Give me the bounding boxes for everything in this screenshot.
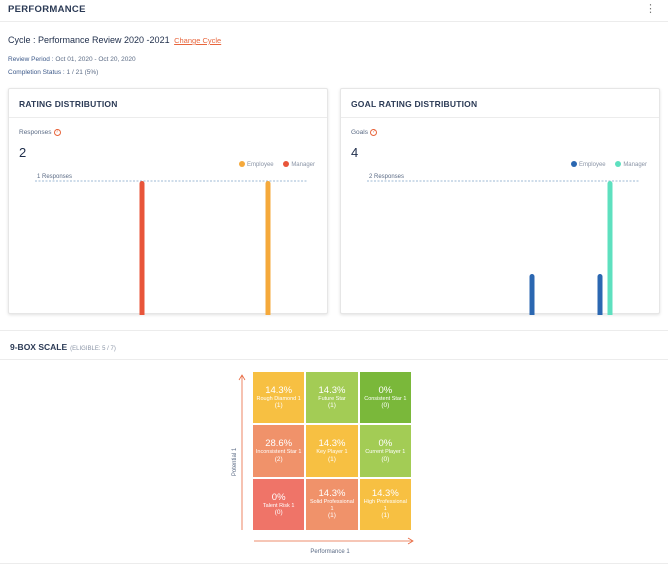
ninebox-cell-count: (1): [328, 455, 336, 463]
bar-manager[interactable]: [607, 181, 613, 315]
legend-manager-dot: [283, 161, 290, 167]
rating-distribution-title: RATING DISTRIBUTION: [19, 99, 118, 109]
ninebox-cell[interactable]: 14.3% High Professional 1 (1): [358, 477, 412, 531]
responses-label-text: Responses: [19, 129, 52, 137]
reference-line-label: 1 Responses: [37, 174, 72, 180]
ninebox-cell-count: (1): [328, 402, 336, 410]
legend-employee-dot: [238, 161, 245, 167]
card-divider: [9, 117, 327, 118]
ninebox-cell-count: (0): [381, 455, 390, 463]
review-period: Review Period : Oct 01, 2020 - Oct 20, 2…: [8, 56, 136, 63]
goal-rating-distribution-chart: 2 Responses0 - 1.02.0 - 3.03.0 - 4.04.0 …: [367, 174, 639, 315]
ninebox-cell-name: Inconsistent Star 1: [255, 449, 302, 456]
ninebox-cell-count: (2): [274, 455, 283, 463]
completion-status: Completion Status : 1 / 21 (5%): [8, 69, 98, 76]
ninebox-cell-name: Key Player 1: [316, 449, 348, 456]
ninebox-cell-percent: 14.3%: [318, 384, 346, 396]
legend-manager: Manager: [283, 161, 315, 168]
legend-manager: Manager: [615, 161, 647, 168]
ninebox-cell[interactable]: 14.3% Rough Diamond 1 (1): [252, 371, 306, 425]
responses-label: Responses?: [19, 129, 61, 136]
legend-employee-label: Employee: [578, 161, 606, 168]
completion-status-key: Completion Status :: [8, 69, 65, 76]
ninebox-title-text: 9-BOX SCALE: [10, 342, 68, 352]
ninebox-grid: 14.3% Rough Diamond 1 (1) 14.3% Future Star(…: [252, 371, 412, 531]
performance-axis: Performance 1: [254, 537, 414, 555]
bar-manager[interactable]: [139, 181, 145, 315]
goal-legend: Employee Manager: [563, 161, 647, 168]
page-header: PERFORMANCE ⋮: [0, 0, 668, 22]
ninebox-header: 9-BOX SCALE (ELIGIBLE: 5 / 7): [0, 330, 668, 360]
bar-employee[interactable]: [265, 181, 271, 315]
rating-distribution-chart: 1 Responses0 - 1.02.0 - 3.03.0 - 4.04.0 …: [35, 174, 307, 315]
ninebox-cell-percent: 28.6%: [265, 438, 293, 450]
performance-axis-label: Performance 1: [310, 549, 350, 555]
ninebox-cell-count: (1): [381, 512, 390, 520]
potential-axis-arrow-icon: [238, 374, 246, 381]
legend-employee-label: Employee: [246, 161, 274, 168]
bar-employee[interactable]: [529, 274, 535, 315]
bottom-divider: [0, 563, 668, 564]
ninebox-cell-name: Current Player 1: [365, 449, 406, 456]
ninebox-cell-percent: 14.3%: [318, 438, 346, 450]
legend-employee-dot: [570, 161, 577, 167]
kebab-menu-icon[interactable]: ⋮: [645, 3, 656, 15]
change-cycle-link[interactable]: Change Cycle: [174, 36, 222, 45]
legend-manager-dot: [615, 161, 622, 167]
ninebox-cell-percent: 14.3%: [371, 488, 399, 500]
ninebox-cell[interactable]: 28.6% Inconsistent Star 1 (2): [252, 424, 306, 478]
legend-manager-label: Manager: [623, 161, 647, 168]
page-title: PERFORMANCE: [8, 4, 86, 15]
ninebox-cell-count: (1): [274, 402, 283, 410]
ninebox-cell-name: Consistent Star 1: [364, 395, 407, 402]
ninebox-cell-name: Future Star: [318, 395, 346, 402]
bar-employee[interactable]: [597, 274, 603, 315]
info-icon[interactable]: ?: [53, 129, 61, 136]
legend-employee: Employee: [238, 161, 274, 168]
rating-distribution-card: RATING DISTRIBUTION Responses? 2 Employe…: [8, 88, 328, 315]
ninebox-cell-count: (1): [328, 512, 336, 520]
ninebox-eligible: (ELIGIBLE: 5 / 7): [70, 346, 116, 352]
completion-status-value: 1 / 21 (5%): [66, 69, 99, 76]
potential-axis: Potential 1: [232, 374, 246, 530]
goal-rating-distribution-title: GOAL RATING DISTRIBUTION: [351, 99, 478, 109]
ninebox-cell-name: High Professional 1: [363, 499, 407, 512]
ninebox-cell-percent: 0%: [378, 438, 393, 450]
goals-label: Goals?: [351, 129, 377, 136]
ninebox-cell-count: (0): [381, 402, 390, 410]
review-period-key: Review Period :: [8, 56, 54, 63]
legend-manager-label: Manager: [291, 161, 315, 168]
ninebox-cell-count: (0): [274, 509, 283, 517]
review-period-value: Oct 01, 2020 - Oct 20, 2020: [55, 56, 136, 63]
goal-rating-distribution-card: GOAL RATING DISTRIBUTION Goals? 4 Employ…: [340, 88, 660, 315]
ninebox-cell[interactable]: 0% Current Player 1 (0): [358, 424, 412, 478]
info-icon[interactable]: ?: [369, 129, 377, 136]
ninebox-title: 9-BOX SCALE (ELIGIBLE: 5 / 7): [10, 342, 116, 352]
responses-value: 2: [19, 145, 27, 160]
goals-value: 4: [351, 145, 359, 160]
ninebox-cell-name: Talent Risk 1: [262, 502, 295, 509]
cycle-label: Cycle : Performance Review 2020 -2021: [8, 35, 170, 45]
ninebox-cell[interactable]: 14.3% Future Star (1): [305, 371, 359, 425]
ninebox-cell-percent: 0%: [271, 491, 286, 503]
ninebox-cell[interactable]: 0% Talent Risk 1 (0): [252, 477, 306, 531]
potential-axis-label: Potential 1: [232, 447, 238, 476]
cycle-info: Cycle : Performance Review 2020 -2021 Ch…: [8, 35, 221, 45]
ninebox-cell-percent: 14.3%: [318, 488, 346, 500]
rating-legend: Employee Manager: [231, 161, 315, 168]
legend-employee: Employee: [570, 161, 606, 168]
performance-axis-arrow-icon: [407, 537, 414, 545]
ninebox-cell[interactable]: 14.3% Key Player 1 (1): [305, 424, 359, 478]
ninebox-cell[interactable]: 14.3% Solid Professional 1 (1): [305, 477, 359, 531]
ninebox-cell-percent: 0%: [378, 384, 393, 396]
ninebox-cell-percent: 14.3%: [265, 384, 293, 396]
ninebox-cell[interactable]: 0% Consistent Star 1 (0): [358, 371, 412, 425]
ninebox-cell-name: Rough Diamond 1: [256, 395, 301, 402]
card-divider: [341, 117, 659, 118]
goals-label-text: Goals: [351, 129, 368, 137]
ninebox-cell-name: Solid Professional 1: [309, 499, 354, 512]
reference-line-label: 2 Responses: [369, 174, 404, 180]
